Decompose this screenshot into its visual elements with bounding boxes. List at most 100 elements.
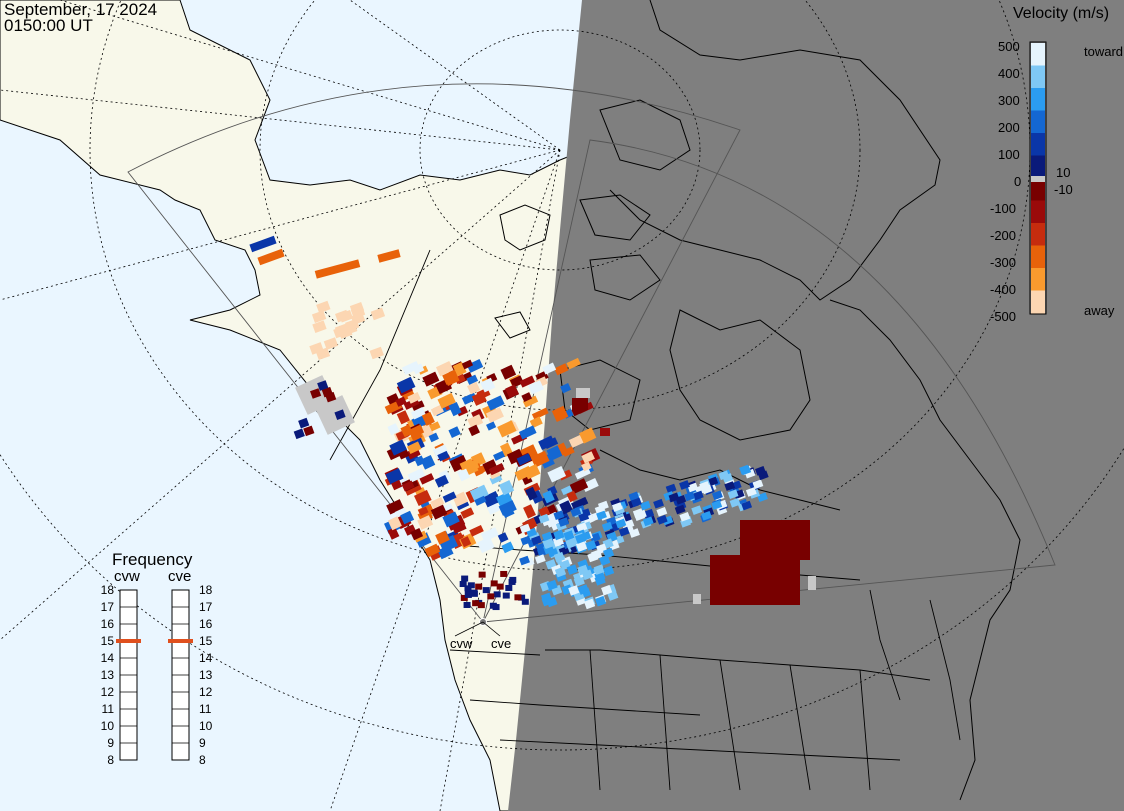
velocity-cell xyxy=(615,518,627,529)
velocity-cell xyxy=(554,363,569,376)
frequency-tick: 14 xyxy=(199,651,213,665)
frequency-tick: 13 xyxy=(100,668,114,682)
velocity-cell xyxy=(471,391,487,406)
velocity-cell xyxy=(518,594,526,601)
colorbar-frame xyxy=(1029,41,1047,315)
velocity-cell xyxy=(565,538,577,549)
velocity-cell xyxy=(745,487,757,497)
velocity-cell xyxy=(407,392,421,404)
velocity-cell xyxy=(493,450,505,461)
velocity-cell xyxy=(430,404,444,417)
velocity-cell xyxy=(523,504,536,519)
velocity-cell xyxy=(538,513,550,524)
velocity-cell xyxy=(522,395,539,408)
velocity-cell xyxy=(480,377,496,393)
velocity-cell xyxy=(691,505,703,515)
site-leader-line xyxy=(454,621,484,637)
velocity-cell xyxy=(566,490,578,503)
frequency-tick: 10 xyxy=(199,719,213,733)
velocity-cell xyxy=(574,467,591,480)
velocity-cell xyxy=(387,516,402,531)
velocity-cell xyxy=(570,507,582,517)
velocity-cell xyxy=(529,416,543,429)
velocity-cell xyxy=(486,395,505,411)
velocity-cell xyxy=(547,465,567,483)
velocity-cell xyxy=(530,450,550,468)
velocity-cell xyxy=(469,524,484,537)
colorbar-segment xyxy=(1031,223,1045,246)
velocity-cell xyxy=(770,520,810,560)
frequency-scales xyxy=(116,589,193,761)
velocity-cell xyxy=(391,479,403,491)
velocity-cell xyxy=(468,424,480,437)
velocity-cell xyxy=(312,320,327,333)
velocity-cell xyxy=(595,595,607,607)
velocity-cell xyxy=(729,497,741,508)
velocity-cell xyxy=(542,490,555,504)
velocity-cell xyxy=(448,401,462,417)
velocity-cell xyxy=(430,496,445,509)
velocity-cell xyxy=(563,530,575,541)
velocity-cell xyxy=(472,600,480,607)
colorbar-tick: 0 xyxy=(1014,174,1022,189)
velocity-cell xyxy=(590,549,603,560)
colorbar-tick: -10 xyxy=(1054,182,1073,197)
velocity-cell xyxy=(566,357,581,370)
velocity-cell xyxy=(578,512,590,522)
colorbar-toward-label: toward xyxy=(1084,44,1124,59)
velocity-cell xyxy=(467,582,475,589)
velocity-cell xyxy=(668,492,680,503)
frequency-title: Frequency xyxy=(112,550,193,569)
colorbar-segment xyxy=(1031,43,1045,66)
velocity-cell xyxy=(692,490,704,501)
frequency-tick: 9 xyxy=(199,736,206,750)
frequency-tick: 9 xyxy=(107,736,114,750)
velocity-cell xyxy=(477,536,495,554)
velocity-cell xyxy=(674,504,686,515)
colorbar-segment xyxy=(1031,245,1045,269)
velocity-cell xyxy=(461,575,469,582)
colorbar-segment xyxy=(1031,88,1045,111)
colorbar-segment xyxy=(1031,290,1045,314)
velocity-cell xyxy=(437,392,456,409)
velocity-cell xyxy=(456,405,469,417)
velocity-cell xyxy=(474,495,487,506)
radar-fov xyxy=(127,83,1056,623)
velocity-cell xyxy=(501,541,515,554)
velocity-cell xyxy=(459,458,475,471)
velocity-cell xyxy=(334,409,346,420)
velocity-cell xyxy=(466,374,479,385)
velocity-cell xyxy=(435,530,450,545)
velocity-cell xyxy=(475,583,483,590)
velocity-cell xyxy=(411,400,425,412)
velocity-cell xyxy=(407,468,426,483)
frequency-tick: 11 xyxy=(101,702,114,716)
velocity-cell xyxy=(757,492,768,503)
velocity-cell xyxy=(325,391,337,403)
velocity-cell xyxy=(629,528,640,538)
velocity-cell xyxy=(576,388,590,398)
colorbar-tick: 400 xyxy=(998,66,1020,81)
velocity-cell xyxy=(497,532,509,543)
velocity-cell xyxy=(422,371,440,387)
velocity-cell xyxy=(505,384,519,398)
site-label-cvw: cvw xyxy=(450,636,473,651)
velocity-cell xyxy=(377,249,401,263)
velocity-cell xyxy=(257,248,285,266)
velocity-cell xyxy=(570,496,589,511)
frequency-radar-cvw: cvw xyxy=(114,568,140,585)
velocity-cell xyxy=(451,521,467,534)
velocity-cell xyxy=(448,426,461,438)
colorbar-segment xyxy=(1031,178,1045,201)
site-label-cve: cve xyxy=(491,636,512,651)
velocity-cell xyxy=(406,441,422,455)
velocity-cell xyxy=(808,576,816,590)
velocity-cell xyxy=(442,491,457,503)
land-island xyxy=(494,311,531,339)
velocity-cell xyxy=(490,580,498,587)
velocity-cell xyxy=(461,392,477,405)
velocity-cell xyxy=(389,439,407,456)
velocity-cell xyxy=(387,423,400,436)
velocity-cell xyxy=(574,533,587,544)
